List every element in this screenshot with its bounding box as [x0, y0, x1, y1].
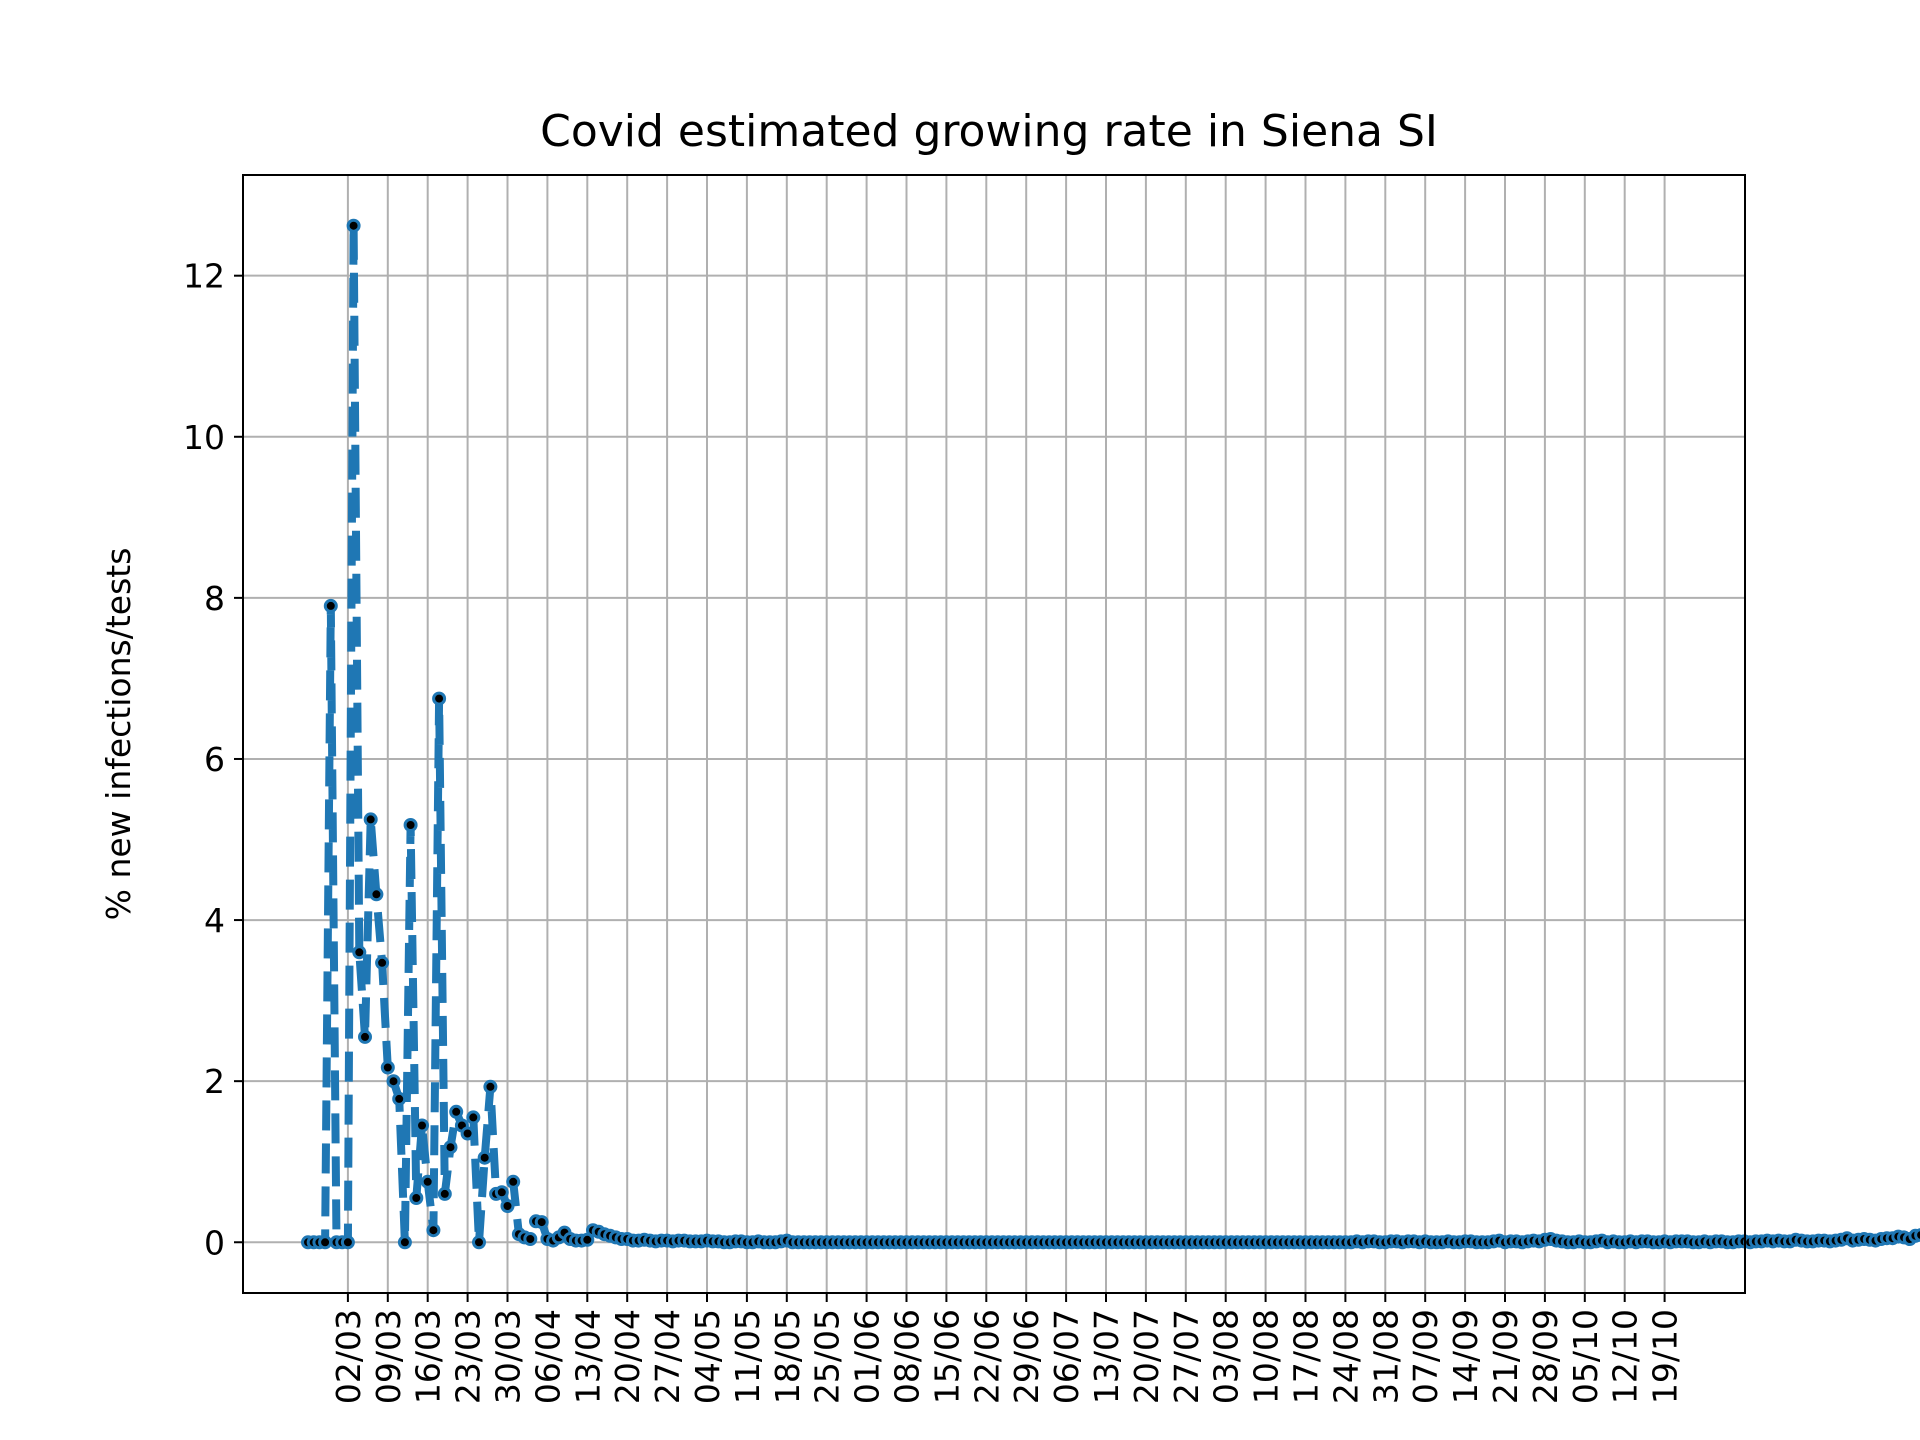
data-point [369, 887, 384, 902]
y-axis-label: % new infections/tests [99, 548, 138, 921]
x-tick-label: 05/10 [1566, 1309, 1605, 1404]
x-tick-label: 06/04 [528, 1309, 567, 1404]
data-point [466, 1110, 481, 1125]
x-tick-label: 14/09 [1446, 1309, 1485, 1404]
data-point [477, 1150, 492, 1165]
data-point [409, 1191, 424, 1205]
data-point [352, 945, 367, 960]
data-point [443, 1140, 458, 1155]
data-point [449, 1104, 464, 1119]
x-tick-label: 27/04 [648, 1309, 687, 1404]
data-point [358, 1029, 372, 1044]
grid [243, 175, 1745, 1293]
data-point [397, 1235, 412, 1250]
x-tick-label: 21/09 [1486, 1309, 1525, 1404]
data-point [323, 598, 338, 613]
y-tick-label: 0 [204, 1223, 225, 1262]
x-tick-label: 30/03 [489, 1309, 528, 1404]
y-tick-label: 12 [183, 257, 225, 296]
data-point [340, 1235, 355, 1250]
data-point [1914, 1228, 1920, 1242]
x-tick-label: 02/03 [329, 1309, 368, 1404]
data-point [506, 1174, 521, 1189]
x-tick-label: 07/09 [1406, 1309, 1445, 1404]
x-tick-label: 01/06 [848, 1309, 887, 1404]
x-tick-label: 09/03 [369, 1309, 408, 1404]
x-tick-label: 11/05 [728, 1309, 767, 1404]
plot-frame [242, 174, 1746, 1294]
data-point [500, 1199, 515, 1213]
data-point [534, 1215, 549, 1230]
series-line [308, 221, 1920, 1247]
data-point [415, 1118, 429, 1133]
x-axis: 02/03 09/03 16/03 23/03 30/03 06/04 13/04 20/04… [329, 1293, 1685, 1404]
x-tick-label: 22/06 [967, 1309, 1006, 1404]
x-tick-label: 28/09 [1526, 1309, 1565, 1404]
data-point [494, 1185, 509, 1200]
data-point [432, 691, 447, 706]
data-point [426, 1223, 441, 1238]
x-tick-label: 12/10 [1606, 1309, 1645, 1404]
y-axis: 0 2 4 6 8 10 12 [183, 257, 243, 1262]
x-tick-label: 23/03 [449, 1309, 488, 1404]
x-tick-label: 18/05 [768, 1309, 807, 1404]
data-point [346, 218, 361, 233]
data-point [580, 1232, 595, 1247]
x-tick-label: 13/04 [568, 1309, 607, 1404]
data-point [437, 1186, 452, 1201]
data-point [363, 812, 378, 827]
x-tick-label: 27/07 [1167, 1309, 1206, 1404]
x-tick-label: 04/05 [688, 1309, 727, 1404]
data-point [318, 1235, 333, 1250]
x-tick-label: 17/08 [1287, 1309, 1326, 1404]
data-point [472, 1235, 486, 1250]
x-tick-label: 31/08 [1366, 1309, 1405, 1404]
y-tick-label: 2 [204, 1062, 225, 1101]
y-tick-label: 6 [204, 740, 225, 779]
y-tick-label: 10 [183, 418, 225, 457]
x-tick-label: 13/07 [1087, 1309, 1126, 1404]
x-tick-label: 24/08 [1326, 1309, 1365, 1404]
data-point [386, 1074, 401, 1089]
x-tick-label: 20/04 [608, 1309, 647, 1404]
data-point [403, 818, 418, 832]
y-tick-label: 8 [204, 579, 225, 618]
x-tick-label: 29/06 [1007, 1309, 1046, 1404]
x-tick-label: 15/06 [927, 1309, 966, 1404]
x-tick-label: 16/03 [409, 1309, 448, 1404]
series-layer [301, 218, 1920, 1250]
data-point [420, 1174, 435, 1189]
chart-title: Covid estimated growing rate in Siena SI [540, 106, 1438, 157]
x-tick-label: 25/05 [808, 1309, 847, 1404]
data-point [392, 1091, 407, 1106]
data-point [523, 1232, 538, 1246]
x-tick-label: 10/08 [1247, 1309, 1286, 1404]
data-point [460, 1126, 475, 1141]
x-tick-label: 03/08 [1207, 1309, 1246, 1404]
x-tick-label: 06/07 [1047, 1309, 1086, 1404]
x-tick-label: 08/06 [888, 1309, 927, 1404]
x-tick-label: 20/07 [1127, 1309, 1166, 1404]
y-tick-label: 4 [204, 901, 225, 940]
x-tick-label: 19/10 [1646, 1309, 1685, 1404]
data-point [483, 1079, 498, 1094]
data-point [375, 955, 390, 970]
data-point [380, 1060, 395, 1075]
